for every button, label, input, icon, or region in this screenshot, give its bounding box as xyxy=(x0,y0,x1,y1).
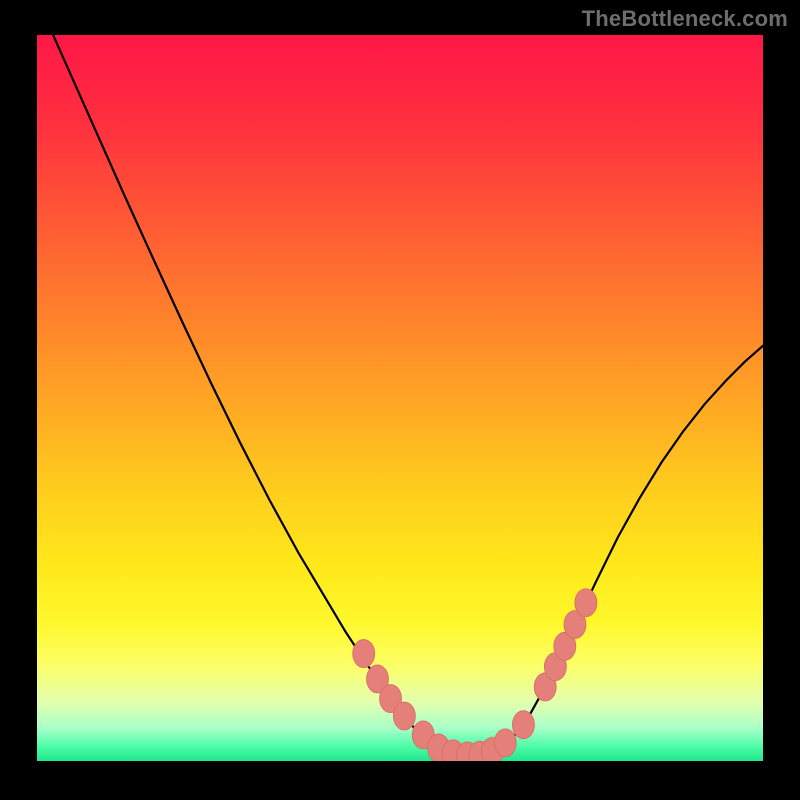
bottleneck-chart xyxy=(0,0,800,800)
chart-frame: TheBottleneck.com xyxy=(0,0,800,800)
data-marker xyxy=(512,711,534,739)
data-marker xyxy=(575,589,597,617)
data-marker xyxy=(393,702,415,730)
data-marker xyxy=(494,729,516,757)
watermark-text: TheBottleneck.com xyxy=(582,6,788,32)
data-marker xyxy=(353,640,375,668)
plot-background xyxy=(37,35,763,761)
